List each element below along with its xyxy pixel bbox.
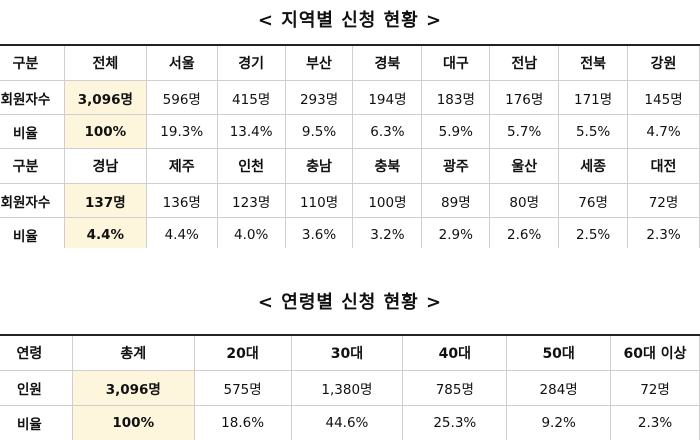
value-cell: 2.6% [489, 217, 560, 248]
value-cell: 3.6% [284, 217, 354, 248]
value-cell: 2.9% [421, 217, 491, 248]
value-cell: 3,096명 [71, 370, 195, 406]
value-cell: 1,380명 [290, 370, 404, 406]
region-header-row: 구분 전체 서울 경기 부산 경북 대구 전남 전북 강원 [0, 44, 700, 81]
age-header-row: 연령 총계 20대 30대 40대 50대 60대 이상 [0, 334, 700, 371]
value-cell: 89명 [421, 183, 491, 218]
value-cell: 76명 [558, 183, 629, 218]
value-cell: 145명 [627, 80, 700, 115]
value-cell: 100% [71, 405, 195, 440]
value-cell: 72명 [627, 183, 700, 218]
column-header-cell: 대구 [421, 44, 491, 81]
value-cell: 44.6% [290, 405, 404, 440]
column-header-cell: 경기 [216, 44, 286, 81]
value-cell: 4.7% [627, 114, 700, 149]
row-label-cell: 비율 [0, 114, 65, 149]
value-cell: 183명 [421, 80, 491, 115]
column-header-cell: 경북 [352, 44, 423, 81]
value-cell: 415명 [216, 80, 286, 115]
value-cell: 4.4% [145, 217, 218, 248]
row-label-cell: 구분 [0, 44, 65, 81]
value-cell: 2.5% [558, 217, 629, 248]
column-header-cell: 부산 [284, 44, 354, 81]
age-table: 연령 총계 20대 30대 40대 50대 60대 이상 인원 3,096명 575명 1,380명… [0, 334, 700, 440]
value-cell: 19.3% [145, 114, 218, 149]
column-header-cell: 40대 [402, 334, 508, 371]
value-cell: 5.7% [489, 114, 560, 149]
value-cell: 3.2% [352, 217, 423, 248]
value-cell: 596명 [145, 80, 218, 115]
column-header-cell: 20대 [193, 334, 292, 371]
value-cell: 100% [63, 114, 147, 149]
value-cell: 194명 [352, 80, 423, 115]
column-header-cell: 충북 [352, 148, 423, 184]
value-cell: 80명 [489, 183, 560, 218]
row-label-cell: 회원자수 [0, 80, 65, 115]
region-table-wrap: 구분 전체 서울 경기 부산 경북 대구 전남 전북 강원 회원자수 3,096명 596명 415명 29… [0, 44, 700, 248]
value-cell: 785명 [402, 370, 508, 406]
value-cell: 18.6% [193, 405, 292, 440]
value-cell: 293명 [284, 80, 354, 115]
value-cell: 136명 [145, 183, 218, 218]
column-header-cell: 전체 [63, 44, 147, 81]
value-cell: 2.3% [610, 405, 700, 440]
region-data-row: 비율 100% 19.3% 13.4% 9.5% 6.3% 5.9% 5.7% 5.5% 4.7% [0, 114, 700, 149]
row-label-cell: 비율 [0, 217, 65, 248]
age-data-row: 인원 3,096명 575명 1,380명 785명 284명 72명 [0, 370, 700, 406]
row-label-cell: 구분 [0, 148, 65, 184]
value-cell: 284명 [506, 370, 612, 406]
value-cell: 13.4% [216, 114, 286, 149]
column-header-cell: 광주 [421, 148, 491, 184]
column-header-cell: 제주 [145, 148, 218, 184]
region-section-title: < 지역별 신청 현황 > [257, 10, 443, 31]
value-cell: 176명 [489, 80, 560, 115]
column-header-cell: 울산 [489, 148, 560, 184]
value-cell: 2.3% [627, 217, 700, 248]
column-header-cell: 총계 [71, 334, 195, 371]
row-label-cell: 인원 [0, 370, 73, 406]
value-cell: 5.5% [558, 114, 629, 149]
column-header-cell: 강원 [627, 44, 700, 81]
value-cell: 137명 [63, 183, 147, 218]
value-cell: 9.2% [506, 405, 612, 440]
value-cell: 575명 [193, 370, 292, 406]
column-header-cell: 전남 [489, 44, 560, 81]
region-data-row: 비율 4.4% 4.4% 4.0% 3.6% 3.2% 2.9% 2.6% 2.5% 2.3% [0, 217, 700, 248]
column-header-cell: 전북 [558, 44, 629, 81]
column-header-cell: 충남 [284, 148, 354, 184]
value-cell: 4.4% [63, 217, 147, 248]
region-data-row: 회원자수 137명 136명 123명 110명 100명 89명 80명 76명 72명 [0, 183, 700, 218]
value-cell: 9.5% [284, 114, 354, 149]
value-cell: 4.0% [216, 217, 286, 248]
column-header-cell: 세종 [558, 148, 629, 184]
row-label-cell: 회원자수 [0, 183, 65, 218]
column-header-cell: 서울 [145, 44, 218, 81]
value-cell: 6.3% [352, 114, 423, 149]
column-header-cell: 30대 [290, 334, 404, 371]
value-cell: 110명 [284, 183, 354, 218]
value-cell: 100명 [352, 183, 423, 218]
column-header-cell: 경남 [63, 148, 147, 184]
value-cell: 72명 [610, 370, 700, 406]
age-data-row: 비율 100% 18.6% 44.6% 25.3% 9.2% 2.3% [0, 405, 700, 440]
value-cell: 3,096명 [63, 80, 147, 115]
column-header-cell: 대전 [627, 148, 700, 184]
age-section-title: < 연령별 신청 현황 > [257, 292, 443, 313]
column-header-cell: 50대 [506, 334, 612, 371]
row-label-cell: 비율 [0, 405, 73, 440]
region-table: 구분 전체 서울 경기 부산 경북 대구 전남 전북 강원 회원자수 3,096명 596명 415명 29… [0, 44, 700, 248]
value-cell: 25.3% [402, 405, 508, 440]
value-cell: 171명 [558, 80, 629, 115]
row-label-cell: 연령 [0, 334, 73, 371]
age-table-wrap: 연령 총계 20대 30대 40대 50대 60대 이상 인원 3,096명 575명 1,380명… [0, 334, 700, 440]
region-data-row: 회원자수 3,096명 596명 415명 293명 194명 183명 176명 171명 14… [0, 80, 700, 115]
region-header-row: 구분 경남 제주 인천 충남 충북 광주 울산 세종 대전 [0, 148, 700, 184]
column-header-cell: 인천 [216, 148, 286, 184]
column-header-cell: 60대 이상 [610, 334, 700, 371]
value-cell: 5.9% [421, 114, 491, 149]
value-cell: 123명 [216, 183, 286, 218]
